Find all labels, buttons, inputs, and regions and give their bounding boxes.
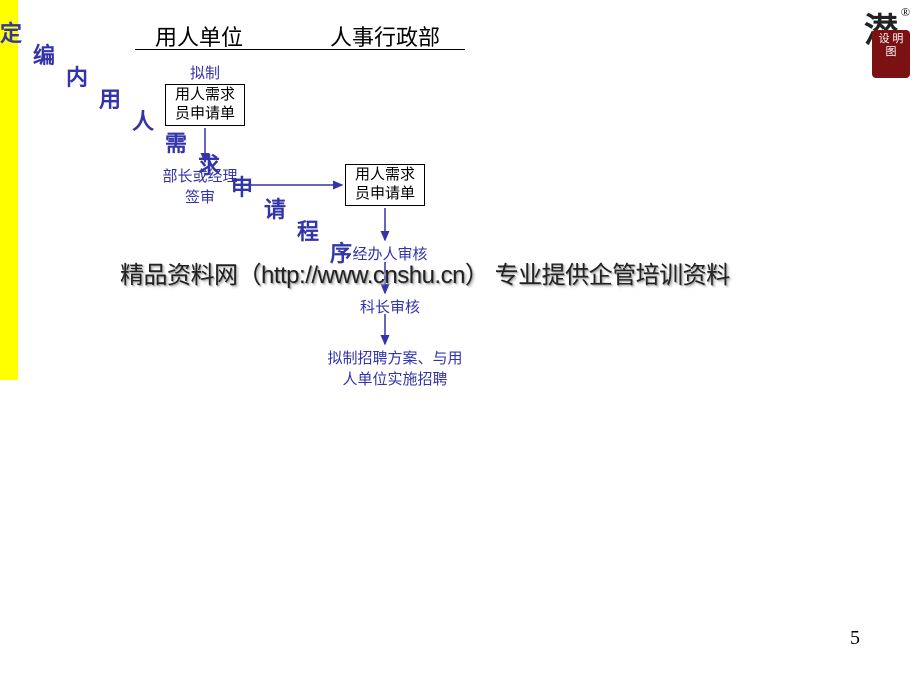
left-accent-bar: [0, 0, 18, 380]
diagonal-title-char: 需: [165, 126, 187, 158]
diagonal-title-char: 请: [264, 192, 286, 224]
flow-label: 科长审核: [350, 296, 430, 317]
diagonal-title-char: 编: [33, 38, 55, 70]
flow-label: 拟制: [185, 62, 225, 83]
column-header-employer: 用人单位: [155, 20, 243, 52]
diagonal-title-char: 定: [0, 16, 22, 48]
flow-box: 用人需求 员申请单: [345, 164, 425, 206]
registered-icon: ®: [901, 5, 910, 20]
header-underline: [135, 49, 465, 50]
column-header-hr: 人事行政部: [330, 20, 440, 52]
diagonal-title-char: 用: [99, 82, 121, 114]
flow-label: 拟制招聘方案、与用 人单位实施招聘: [315, 347, 475, 389]
watermark-text: 精品资料网（http://www.cnshu.cn） 专业提供企管培训资料: [120, 255, 730, 290]
diagonal-title-char: 人: [132, 104, 154, 136]
logo-seal: 设 明 图: [872, 30, 910, 78]
page-number: 5: [850, 627, 860, 650]
diagonal-title-char: 程: [297, 214, 319, 246]
diagonal-title-char: 内: [66, 60, 88, 92]
flow-label: 部长或经理 签审: [155, 165, 245, 207]
flow-box: 用人需求 员申请单: [165, 84, 245, 126]
brand-logo: ® 潜 设 明 图: [860, 5, 910, 75]
